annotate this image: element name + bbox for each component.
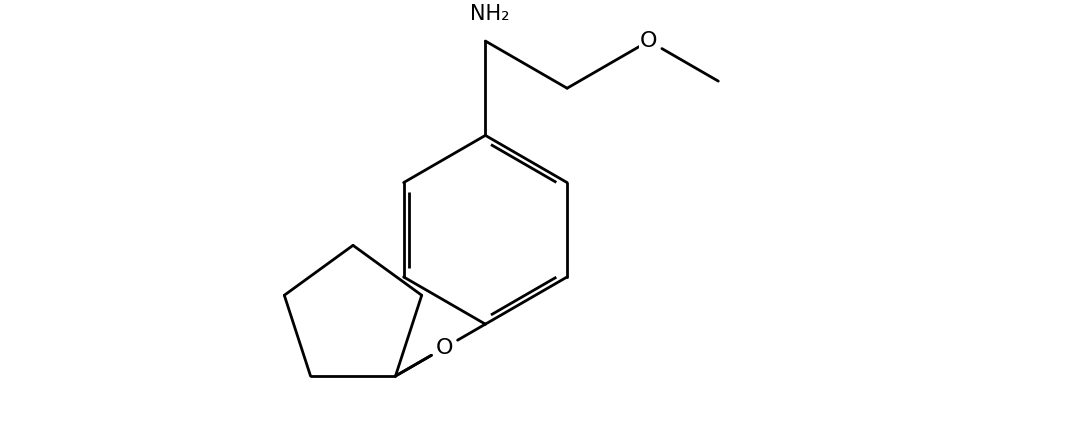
Text: NH₂: NH₂ bbox=[470, 4, 509, 24]
Text: O: O bbox=[436, 338, 453, 358]
Text: O: O bbox=[640, 31, 658, 51]
